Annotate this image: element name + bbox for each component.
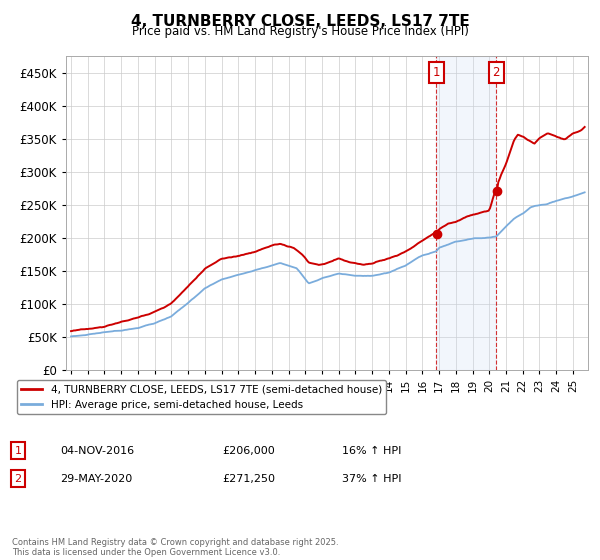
Text: Contains HM Land Registry data © Crown copyright and database right 2025.
This d: Contains HM Land Registry data © Crown c…: [12, 538, 338, 557]
Text: 16% ↑ HPI: 16% ↑ HPI: [342, 446, 401, 456]
Text: 2: 2: [14, 474, 22, 484]
Text: 1: 1: [14, 446, 22, 456]
Bar: [436, 56, 496, 370]
Text: 4, TURNBERRY CLOSE, LEEDS, LS17 7TE: 4, TURNBERRY CLOSE, LEEDS, LS17 7TE: [131, 14, 469, 29]
Text: £206,000: £206,000: [222, 446, 275, 456]
Text: £271,250: £271,250: [222, 474, 275, 484]
Text: 04-NOV-2016: 04-NOV-2016: [60, 446, 134, 456]
Text: Price paid vs. HM Land Registry's House Price Index (HPI): Price paid vs. HM Land Registry's House …: [131, 25, 469, 38]
Text: 29-MAY-2020: 29-MAY-2020: [60, 474, 132, 484]
Legend: 4, TURNBERRY CLOSE, LEEDS, LS17 7TE (semi-detached house), HPI: Average price, s: 4, TURNBERRY CLOSE, LEEDS, LS17 7TE (sem…: [17, 380, 386, 414]
Text: 37% ↑ HPI: 37% ↑ HPI: [342, 474, 401, 484]
Text: 2: 2: [493, 66, 500, 79]
Text: 1: 1: [433, 66, 440, 79]
